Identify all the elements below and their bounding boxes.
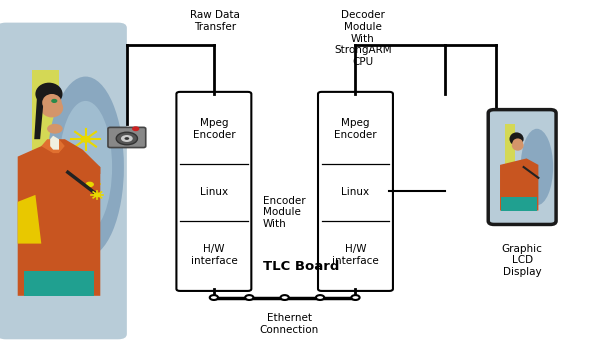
Text: Mpeg
Encoder: Mpeg Encoder <box>192 118 235 140</box>
Circle shape <box>94 193 100 197</box>
FancyBboxPatch shape <box>176 92 251 291</box>
Circle shape <box>116 132 137 145</box>
Circle shape <box>48 125 62 133</box>
FancyBboxPatch shape <box>505 124 516 211</box>
Ellipse shape <box>42 94 61 111</box>
Text: Decoder
Module
With
StrongARM
CPU: Decoder Module With StrongARM CPU <box>334 10 392 67</box>
Circle shape <box>133 127 139 130</box>
FancyBboxPatch shape <box>108 127 146 148</box>
Circle shape <box>81 136 90 142</box>
FancyBboxPatch shape <box>0 23 127 339</box>
Circle shape <box>281 295 289 300</box>
Polygon shape <box>18 139 100 296</box>
Ellipse shape <box>47 77 124 258</box>
Circle shape <box>124 137 129 140</box>
Text: H/W
interface: H/W interface <box>332 244 379 266</box>
Circle shape <box>86 182 93 187</box>
Circle shape <box>52 100 57 102</box>
FancyBboxPatch shape <box>32 70 59 296</box>
Text: Mpeg
Encoder: Mpeg Encoder <box>334 118 377 140</box>
Circle shape <box>121 135 133 142</box>
Polygon shape <box>34 94 44 139</box>
Ellipse shape <box>510 132 524 145</box>
Polygon shape <box>59 146 100 174</box>
Circle shape <box>352 295 360 300</box>
Polygon shape <box>50 136 59 150</box>
Text: TLC Board: TLC Board <box>263 260 339 273</box>
Text: Encoder
Module
With: Encoder Module With <box>263 196 305 229</box>
Polygon shape <box>502 197 537 211</box>
FancyBboxPatch shape <box>489 110 556 224</box>
Ellipse shape <box>41 98 63 118</box>
Text: Ethernet
Connection: Ethernet Connection <box>260 313 319 335</box>
FancyBboxPatch shape <box>318 92 393 291</box>
Polygon shape <box>24 271 94 296</box>
Text: Raw Data
Transfer: Raw Data Transfer <box>191 10 240 32</box>
FancyBboxPatch shape <box>494 113 550 221</box>
Ellipse shape <box>512 140 524 151</box>
Circle shape <box>316 295 324 300</box>
Polygon shape <box>18 195 41 244</box>
Text: Linux: Linux <box>342 187 369 197</box>
Polygon shape <box>41 139 65 153</box>
Ellipse shape <box>520 129 553 205</box>
Text: H/W
interface: H/W interface <box>191 244 237 266</box>
Text: Graphic
LCD
Display: Graphic LCD Display <box>502 244 543 277</box>
Circle shape <box>245 295 254 300</box>
Circle shape <box>210 295 218 300</box>
Ellipse shape <box>513 139 523 148</box>
Ellipse shape <box>35 83 63 105</box>
Ellipse shape <box>59 101 112 233</box>
Polygon shape <box>500 158 538 211</box>
Text: Linux: Linux <box>200 187 228 197</box>
